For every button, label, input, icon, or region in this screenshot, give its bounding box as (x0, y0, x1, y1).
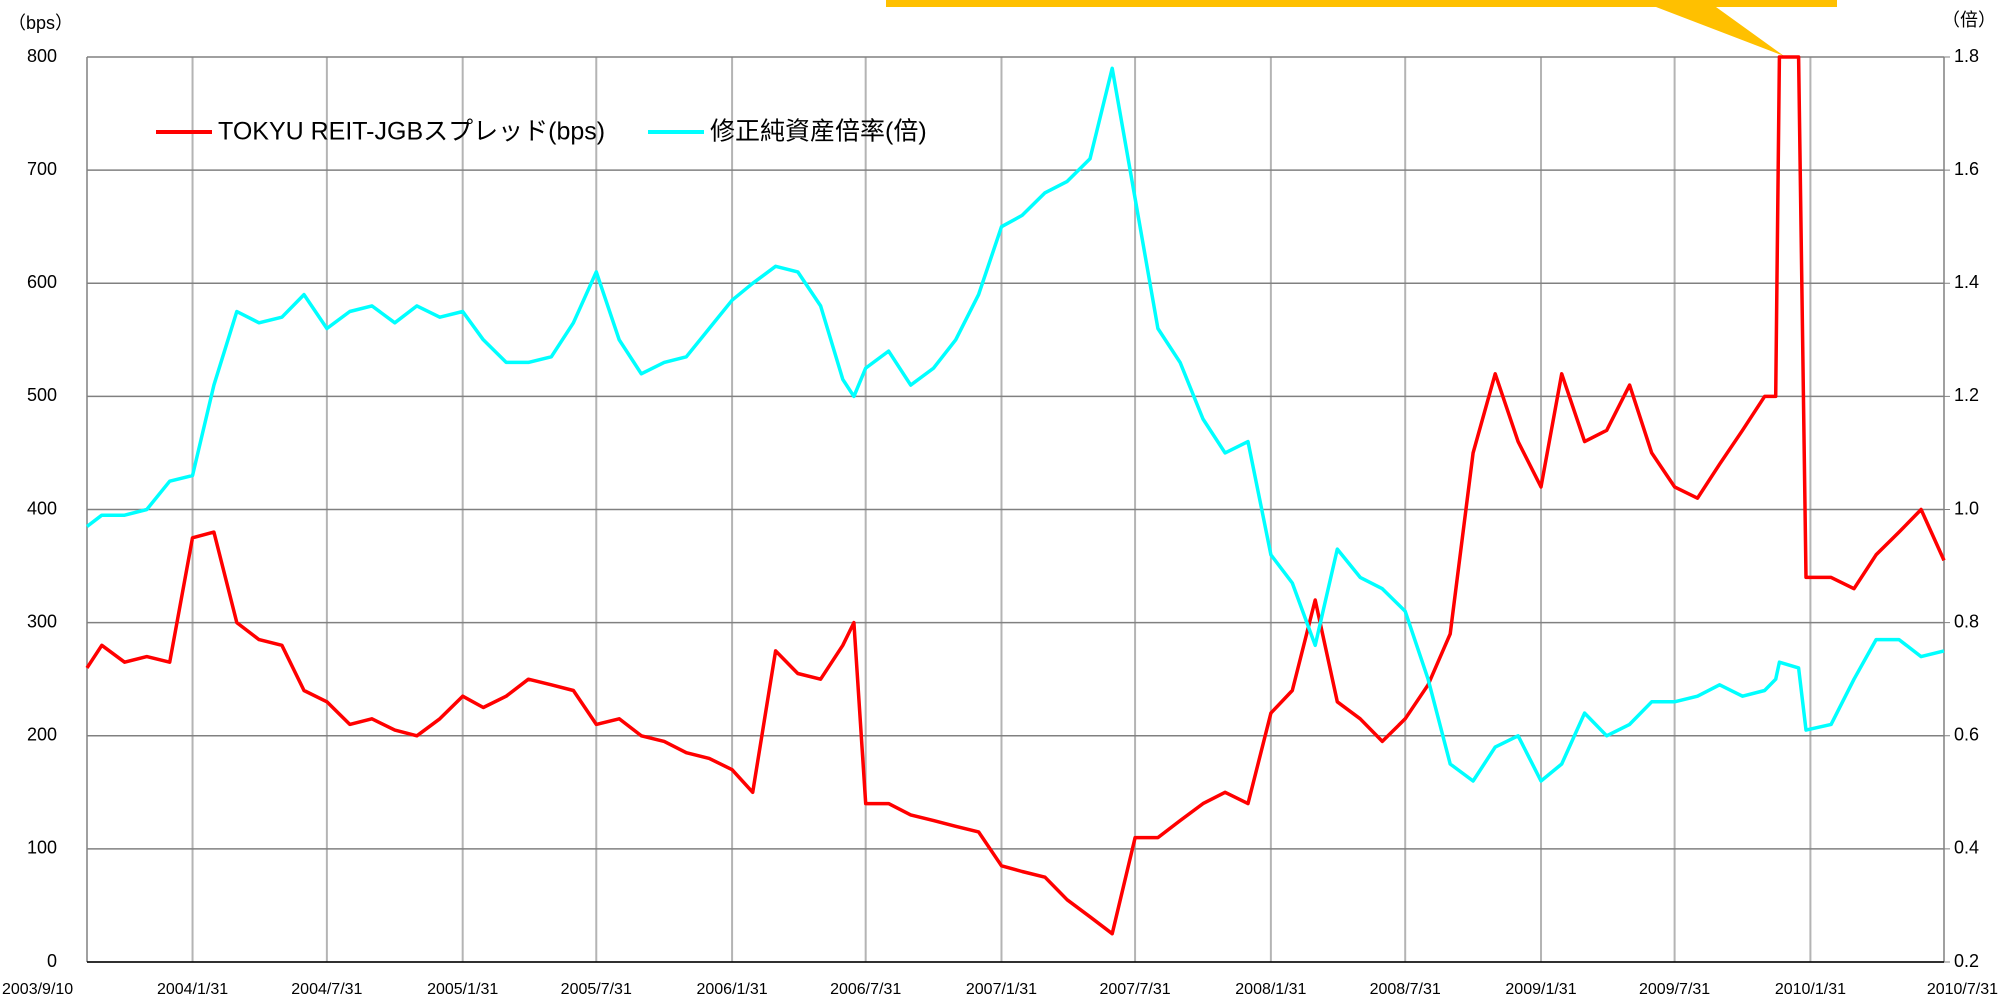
y-axis-label: （bps） (8, 13, 73, 33)
y2-tick-label: 0.4 (1954, 838, 1979, 858)
x-tick-label: 2005/7/31 (561, 981, 632, 998)
series-line (85, 55, 1946, 936)
y-tick-label: 0 (47, 951, 57, 971)
x-tick-label: 2010/7/31 (1927, 981, 1998, 998)
x-tick-label: 2006/7/31 (830, 981, 901, 998)
y-tick-label: 500 (27, 385, 57, 405)
x-tick-label: 2006/1/31 (696, 981, 767, 998)
x-tick-label: 2009/1/31 (1505, 981, 1576, 998)
y2-tick-label: 0.8 (1954, 611, 1979, 631)
y-tick-label: 600 (27, 272, 57, 292)
y-tick-label: 100 (27, 838, 57, 858)
x-tick-label: 2008/7/31 (1370, 981, 1441, 998)
y2-tick-label: 1.6 (1954, 159, 1979, 179)
x-tick-label: 2008/1/31 (1235, 981, 1306, 998)
x-tick-label: 2009/7/31 (1639, 981, 1710, 998)
x-tick-label: 2004/1/31 (157, 981, 228, 998)
x-tick-label: 2010/1/31 (1775, 981, 1846, 998)
x-tick-label: 2007/1/31 (966, 981, 1037, 998)
y-tick-label: 400 (27, 498, 57, 518)
y2-tick-label: 1.4 (1954, 272, 1979, 292)
y-tick-label: 800 (27, 46, 57, 66)
y2-tick-label: 1.8 (1954, 46, 1979, 66)
legend-label: TOKYU REIT-JGBスプレッド(bps) (218, 118, 605, 146)
y-tick-label: 300 (27, 611, 57, 631)
legend-label: 修正純資産倍率(倍) (710, 118, 927, 146)
series-line (85, 66, 1945, 783)
y2-tick-label: 1.0 (1954, 498, 1979, 518)
y2-tick-label: 0.6 (1954, 725, 1979, 745)
x-tick-label: 2005/1/31 (427, 981, 498, 998)
y-tick-label: 200 (27, 725, 57, 745)
x-tick-label: 2004/7/31 (291, 981, 362, 998)
y2-axis-label: （倍） (1942, 10, 1996, 30)
y2-tick-label: 0.2 (1954, 951, 1979, 971)
x-tick-label: 2007/7/31 (1099, 981, 1170, 998)
y2-tick-label: 1.2 (1954, 385, 1979, 405)
callout-shape (886, 0, 1837, 56)
y-tick-label: 700 (27, 159, 57, 179)
x-tick-label: 2003/9/10 (2, 981, 73, 998)
